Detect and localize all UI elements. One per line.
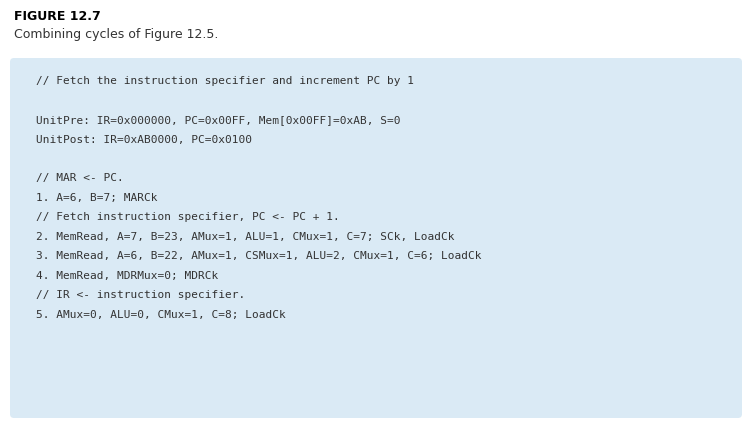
Text: 1. A=6, B=7; MARCk: 1. A=6, B=7; MARCk xyxy=(36,193,157,203)
FancyBboxPatch shape xyxy=(10,58,742,418)
Text: Combining cycles of Figure 12.5.: Combining cycles of Figure 12.5. xyxy=(14,28,218,41)
Text: UnitPost: IR=0xAB0000, PC=0x0100: UnitPost: IR=0xAB0000, PC=0x0100 xyxy=(36,135,252,144)
Text: 4. MemRead, MDRMux=0; MDRCk: 4. MemRead, MDRMux=0; MDRCk xyxy=(36,271,218,281)
Text: 3. MemRead, A=6, B=22, AMux=1, CSMux=1, ALU=2, CMux=1, C=6; LoadCk: 3. MemRead, A=6, B=22, AMux=1, CSMux=1, … xyxy=(36,252,481,262)
Text: // MAR <- PC.: // MAR <- PC. xyxy=(36,173,124,184)
Text: // Fetch the instruction specifier and increment PC by 1: // Fetch the instruction specifier and i… xyxy=(36,76,414,86)
Text: // IR <- instruction specifier.: // IR <- instruction specifier. xyxy=(36,290,245,300)
Text: 5. AMux=0, ALU=0, CMux=1, C=8; LoadCk: 5. AMux=0, ALU=0, CMux=1, C=8; LoadCk xyxy=(36,310,286,320)
Text: UnitPre: IR=0x000000, PC=0x00FF, Mem[0x00FF]=0xAB, S=0: UnitPre: IR=0x000000, PC=0x00FF, Mem[0x0… xyxy=(36,115,401,125)
Text: FIGURE 12.7: FIGURE 12.7 xyxy=(14,10,101,23)
Text: 2. MemRead, A=7, B=23, AMux=1, ALU=1, CMux=1, C=7; SCk, LoadCk: 2. MemRead, A=7, B=23, AMux=1, ALU=1, CM… xyxy=(36,232,454,242)
Text: // Fetch instruction specifier, PC <- PC + 1.: // Fetch instruction specifier, PC <- PC… xyxy=(36,213,340,222)
